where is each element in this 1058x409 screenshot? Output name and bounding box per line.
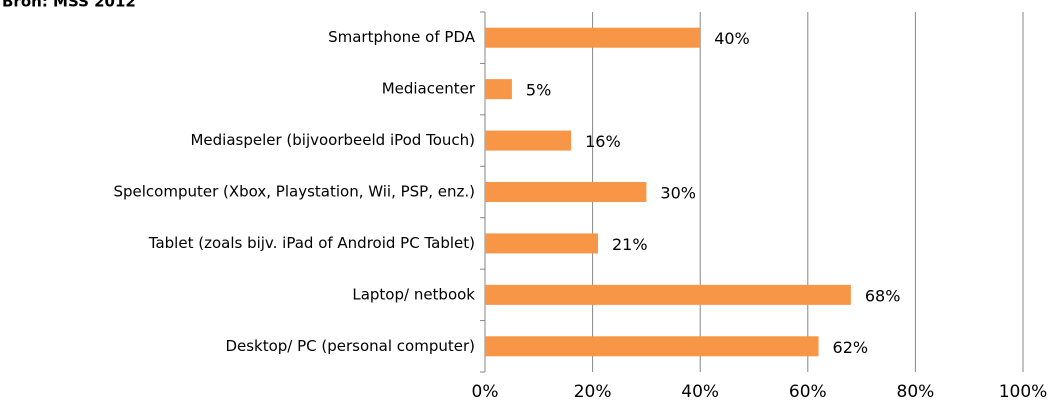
category-label: Smartphone of PDA xyxy=(328,28,476,46)
chart-title: Bron: MSS 2012 xyxy=(2,0,136,11)
data-label: 21% xyxy=(612,235,648,254)
category-label: Mediaspeler (bijvoorbeeld iPod Touch) xyxy=(190,131,475,149)
data-label: 16% xyxy=(585,132,621,151)
category-label: Desktop/ PC (personal computer) xyxy=(225,337,475,355)
data-label: 62% xyxy=(833,338,869,357)
category-label: Spelcomputer (Xbox, Playstation, Wii, PS… xyxy=(113,183,475,201)
category-label: Laptop/ netbook xyxy=(352,285,475,303)
x-tick-label: 0% xyxy=(472,382,499,402)
x-tick-label: 80% xyxy=(897,382,935,402)
data-label: 30% xyxy=(660,184,696,203)
x-tick-label: 40% xyxy=(681,382,719,402)
bar xyxy=(485,284,851,305)
data-label: 68% xyxy=(865,286,901,305)
bar xyxy=(485,336,819,357)
bar xyxy=(485,233,598,254)
bar xyxy=(485,27,701,48)
category-label: Mediacenter xyxy=(382,80,476,98)
category-label: Tablet (zoals bijv. iPad of Android PC T… xyxy=(148,234,475,252)
x-tick-label: 100% xyxy=(999,382,1048,402)
x-tick-label: 20% xyxy=(574,382,612,402)
bar xyxy=(485,182,647,202)
data-label: 40% xyxy=(714,29,750,48)
x-tick-label: 60% xyxy=(789,382,827,402)
data-label: 5% xyxy=(526,81,551,100)
bar xyxy=(485,130,572,151)
bar xyxy=(485,79,512,100)
